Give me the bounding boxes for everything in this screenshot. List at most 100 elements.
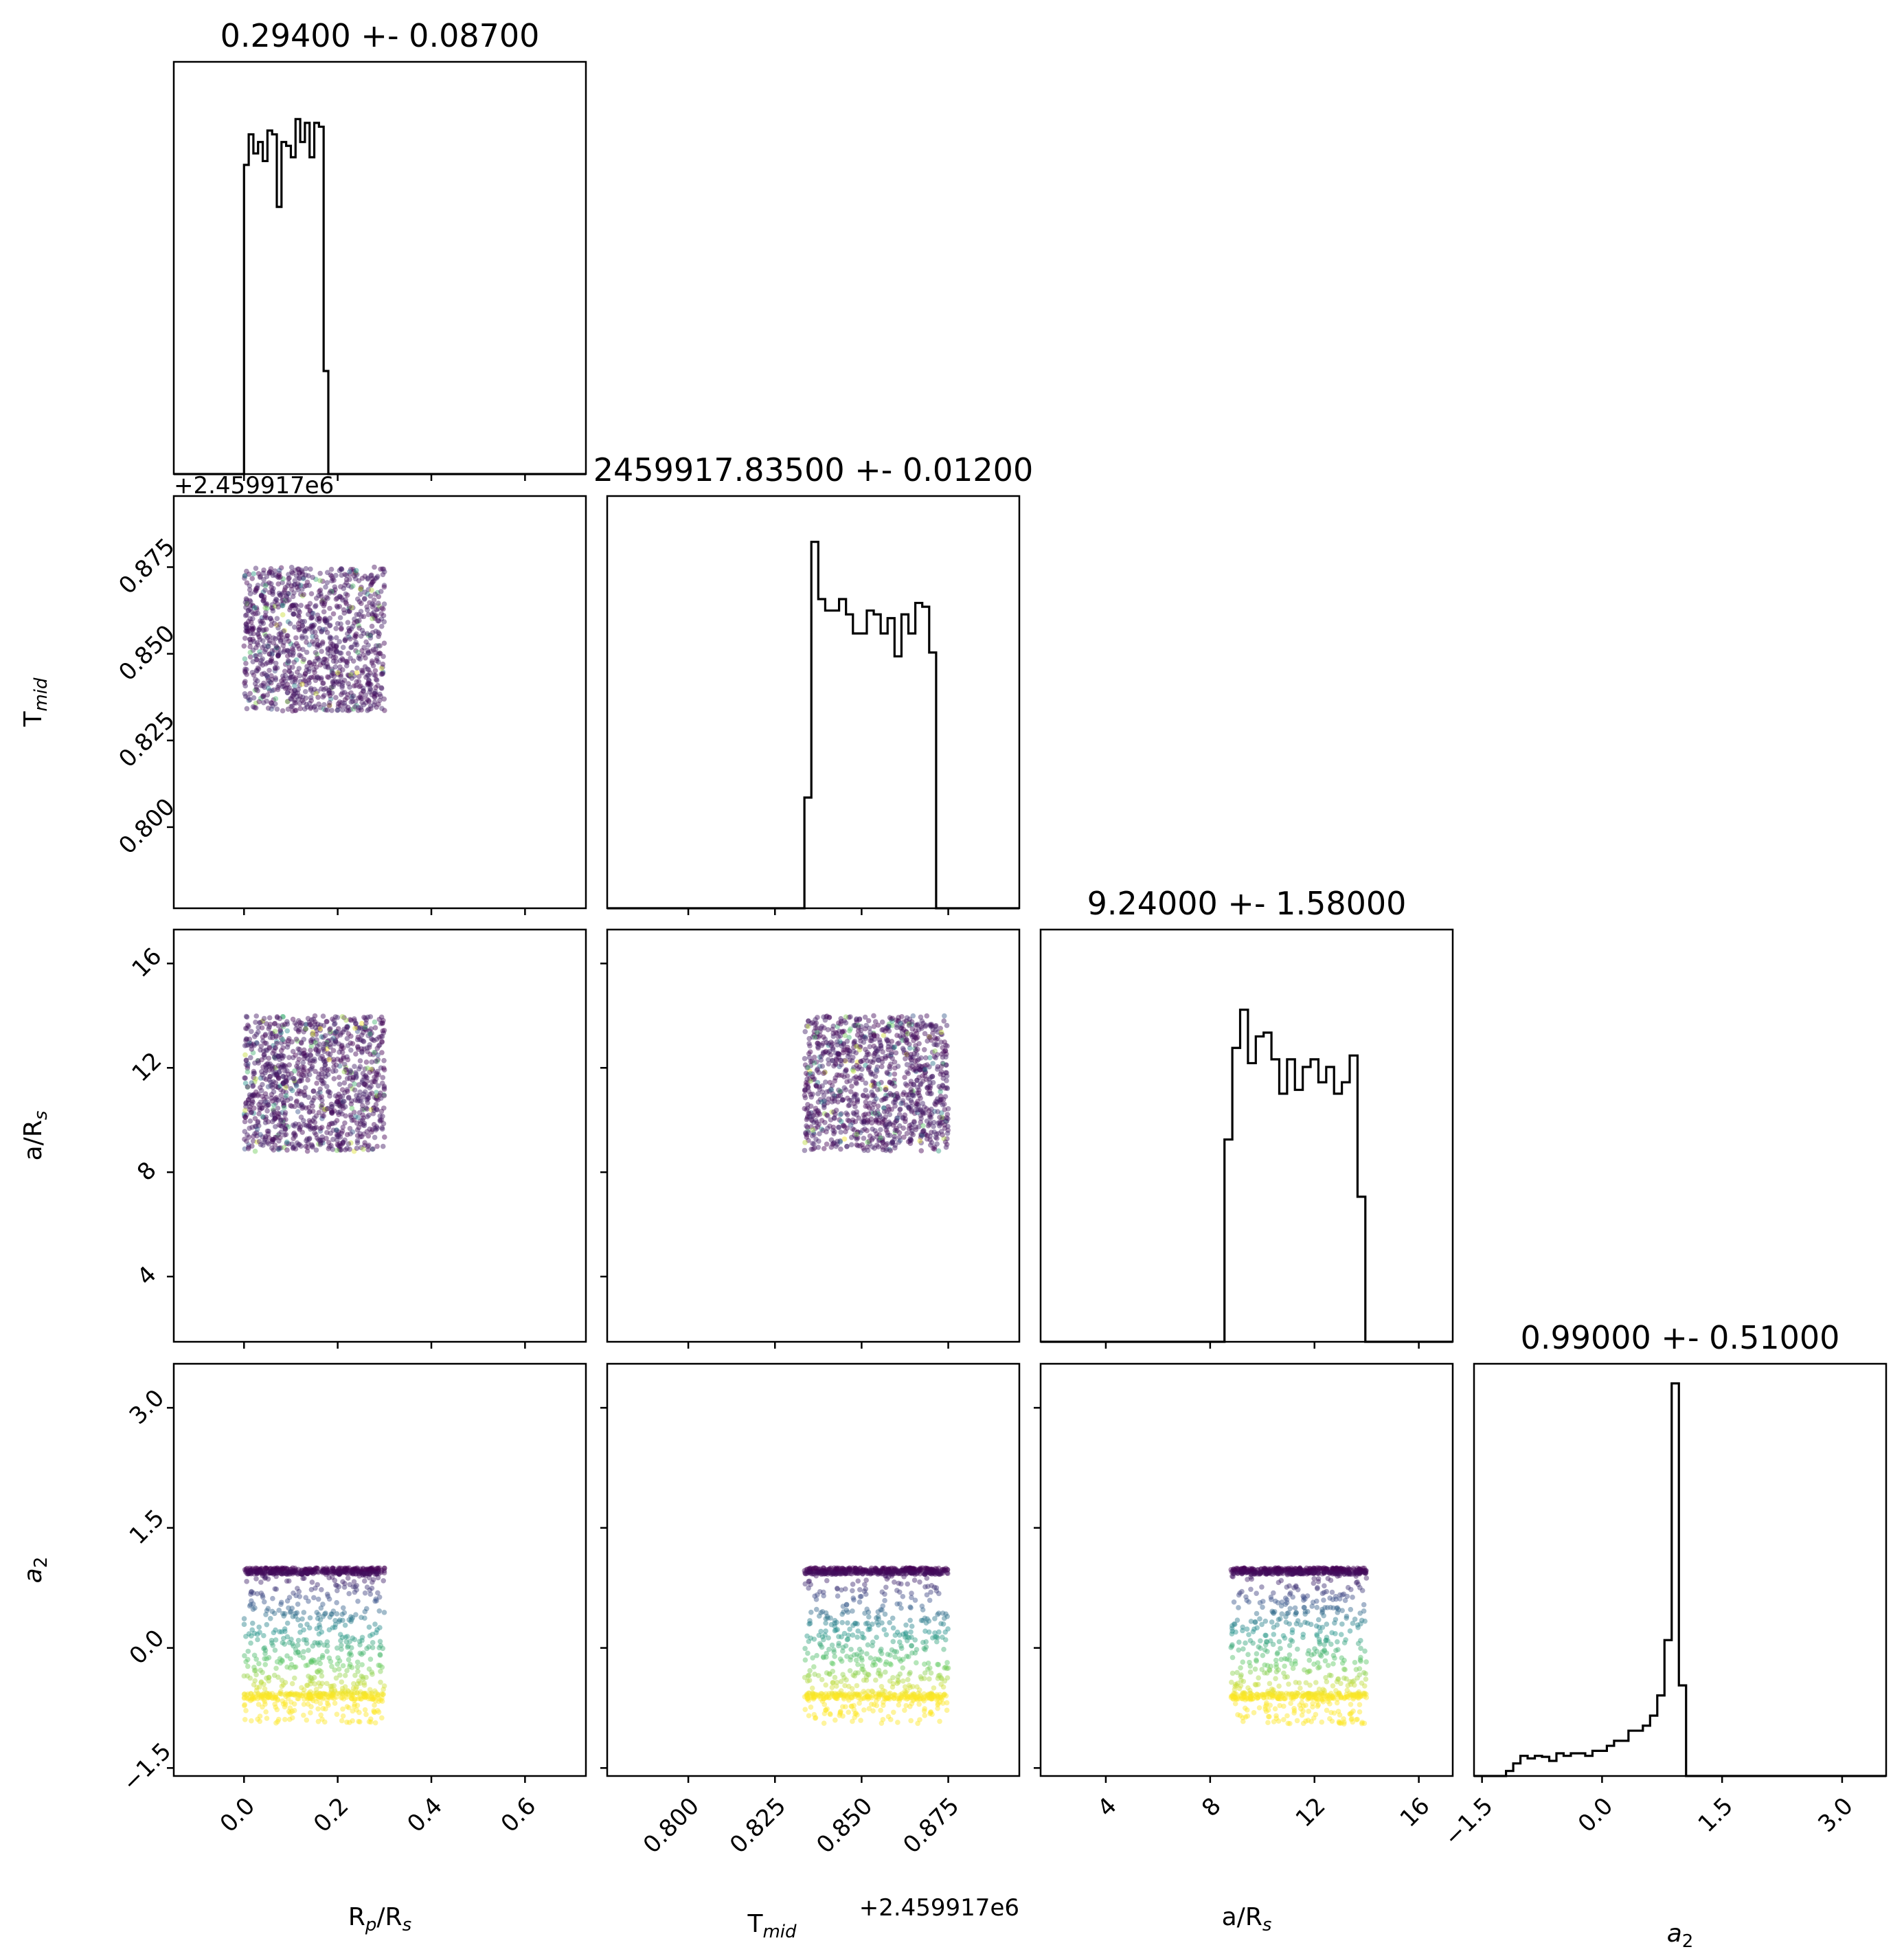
scatter-point	[348, 644, 354, 651]
scatter-point	[297, 652, 302, 658]
scatter-point	[370, 576, 376, 582]
scatter-point	[247, 1675, 253, 1681]
scatter-point	[356, 1709, 362, 1716]
scatter-point	[286, 1062, 292, 1068]
scatter-point	[360, 685, 366, 691]
scatter-point	[359, 648, 365, 653]
scatter-point	[277, 1691, 282, 1696]
scatter-point	[368, 649, 374, 654]
scatter-point	[286, 659, 292, 664]
scatter-point	[250, 636, 256, 642]
scatter-point	[249, 1109, 254, 1115]
scatter-point	[274, 622, 280, 628]
scatter-point	[828, 1711, 833, 1718]
scatter-point	[243, 1568, 249, 1573]
scatter-point	[300, 1059, 306, 1066]
scatter-point	[272, 1701, 277, 1707]
scatter-point	[824, 1089, 830, 1094]
scatter-point	[377, 691, 383, 697]
scatter-point	[934, 1052, 940, 1057]
scatter-point	[378, 566, 383, 572]
scatter-point	[252, 1060, 258, 1066]
scatter-point	[322, 1033, 328, 1039]
scatter-point	[938, 1621, 944, 1626]
scatter-point	[845, 1620, 850, 1626]
scatter-point	[247, 583, 253, 589]
scatter-point	[368, 682, 374, 687]
scatter-point	[816, 1138, 821, 1144]
scatter-point	[351, 683, 357, 689]
scatter-point	[342, 1581, 348, 1586]
scatter-point	[933, 1102, 938, 1108]
scatter-point	[339, 566, 344, 572]
scatter-point	[931, 1123, 936, 1129]
scatter-point	[286, 668, 292, 673]
scatter-point	[345, 583, 352, 589]
scatter-point	[359, 667, 365, 673]
scatter-point	[355, 1034, 361, 1040]
scatter-point	[303, 1026, 309, 1032]
scatter-point	[352, 570, 359, 576]
scatter-point	[812, 1034, 818, 1040]
scatter-point	[284, 1021, 291, 1027]
scatter-point	[286, 664, 292, 670]
scatter-point	[313, 1585, 318, 1591]
scatter-point	[313, 707, 319, 713]
scatter-point	[382, 708, 387, 713]
scatter-point	[899, 1028, 905, 1035]
scatter-point	[284, 653, 291, 659]
scatter-point	[366, 677, 372, 684]
scatter-point	[333, 695, 339, 701]
scatter-point	[916, 1066, 922, 1072]
scatter-point	[328, 640, 334, 646]
scatter-point	[341, 610, 347, 616]
scatter-point	[327, 1026, 332, 1033]
scatter-point	[372, 695, 378, 701]
scatter-point	[378, 611, 384, 616]
scatter-point	[365, 708, 370, 713]
scatter-point	[370, 663, 376, 668]
scatter-point	[345, 1643, 351, 1649]
scatter-point	[884, 1124, 890, 1130]
scatter-point	[321, 1041, 327, 1046]
scatter-point	[307, 1615, 313, 1621]
scatter-point	[266, 1675, 272, 1680]
scatter-point	[378, 589, 384, 594]
scatter-point	[253, 1576, 259, 1582]
scatter-point	[350, 583, 356, 589]
scatter-point	[286, 1578, 292, 1584]
scatter-point	[259, 1057, 264, 1063]
scatter-point	[369, 658, 375, 664]
scatter-point	[372, 1720, 378, 1726]
scatter-point	[253, 644, 259, 651]
scatter-point	[287, 1609, 293, 1615]
scatter-point	[896, 1134, 903, 1140]
scatter-point	[325, 1050, 331, 1057]
scatter-point	[320, 1601, 326, 1607]
scatter-point	[380, 671, 386, 676]
scatter-point	[902, 1707, 907, 1713]
scatter-point	[329, 670, 335, 676]
scatter-point	[265, 1131, 271, 1137]
scatter-point	[377, 1113, 383, 1119]
scatter-point	[350, 658, 356, 664]
scatter-point	[297, 706, 304, 712]
scatter-point	[253, 677, 258, 682]
scatter-point	[322, 616, 328, 622]
scatter-point	[281, 676, 286, 682]
scatter-point	[364, 697, 370, 702]
panel-frame	[606, 495, 1021, 910]
scatter-point	[360, 668, 366, 674]
scatter-point	[916, 1090, 922, 1096]
scatter-point	[306, 668, 312, 675]
scatter-point	[838, 1021, 843, 1027]
scatter-point	[245, 1042, 251, 1048]
scatter-point	[275, 653, 281, 658]
scatter-point	[879, 1019, 885, 1025]
scatter-point	[347, 569, 352, 574]
scatter-point	[257, 1630, 262, 1635]
scatter-point	[278, 1117, 284, 1123]
scatter-point	[918, 1108, 924, 1113]
scatter-point	[260, 656, 265, 662]
scatter-point	[250, 1569, 256, 1575]
